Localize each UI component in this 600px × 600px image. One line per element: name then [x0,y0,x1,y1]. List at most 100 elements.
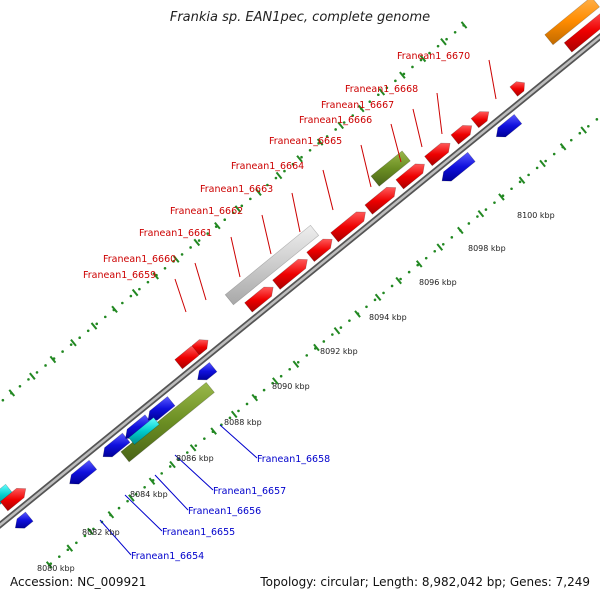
track-dot [168,465,172,468]
pseudogene-feature[interactable] [224,224,320,306]
reverse-gene-label[interactable]: Franean1_6654 [131,551,204,562]
tick-mark [128,494,135,502]
track-dot [390,284,394,288]
track-dot [527,173,530,177]
track-dot [57,555,61,558]
scale-labels: 8080 kbp 8082 kbp 8084 kbp 8086 kbp 8088 kbp… [37,211,555,573]
track-dot [399,277,402,281]
forward-gene-label[interactable]: Franean1_6668 [345,84,418,95]
track-dot [189,246,192,249]
forward-gene-label[interactable]: Franean1_6666 [299,115,372,126]
track-dot [274,176,278,180]
tick-mark [415,260,423,268]
forward-gene[interactable] [244,286,274,313]
tick-mark [152,272,159,280]
forward-leader-line [230,236,241,278]
forward-gene-label[interactable]: Franean1_6670 [397,51,470,62]
track-dot [441,242,445,246]
forward-gene-label[interactable]: Franean1_6660 [103,254,176,265]
trna-feature[interactable] [128,417,160,446]
forward-gene[interactable] [306,238,333,263]
forward-gene[interactable] [272,258,308,290]
gene-labels: Franean1_6659 Franean1_6660 Franean1_6661 F… [83,51,470,562]
tick-mark [234,205,242,213]
reverse-gene[interactable] [69,459,98,485]
forward-gene-label[interactable]: Franean1_6667 [321,100,394,111]
forward-gene[interactable] [509,81,525,97]
forward-gene-label[interactable]: Franean1_6663 [200,184,273,195]
reverse-gene-label[interactable]: Franean1_6657 [213,486,286,497]
track-dot [453,30,457,34]
rrna-feature[interactable] [120,381,215,463]
track-dot [296,361,300,364]
track-dot [484,208,488,211]
forward-gene[interactable] [424,142,451,167]
track-dot [578,131,582,135]
track-dot [143,485,146,489]
track-dot [27,378,30,381]
track-dot [121,301,124,305]
forward-gene[interactable] [330,211,366,243]
track-dot [305,354,309,357]
forward-gene-label[interactable]: Franean1_6664 [231,161,304,172]
track-dot [126,499,129,503]
forward-gene-label[interactable]: Franean1_6659 [83,270,156,281]
forward-gene-label[interactable]: Franean1_6662 [170,206,243,217]
reverse-gene[interactable] [102,432,131,458]
reverse-gene[interactable] [14,511,34,529]
track-dot [436,44,440,48]
topology-text: Topology: circular; Length: 8,982,042 bp… [260,575,590,589]
tick-mark [333,327,341,335]
track-dot [49,562,53,565]
tick-mark [172,255,180,263]
tick-mark [354,310,361,318]
forward-gene[interactable] [470,111,490,129]
forward-ticks [8,21,468,397]
track-dot [279,374,283,378]
tick-mark [148,477,156,486]
track-dot [146,280,150,284]
tick-mark [313,343,320,352]
tick-mark [559,143,567,151]
reverse-gene[interactable] [197,361,218,381]
tick-mark [395,276,402,285]
forward-gene[interactable] [395,163,425,190]
reverse-gene[interactable] [495,113,523,138]
forward-leader-line [174,278,187,313]
track-dot [348,319,351,322]
reverse-gene[interactable] [147,396,176,421]
forward-gene[interactable] [364,186,397,215]
forward-gene[interactable] [191,339,209,356]
track-dot [322,340,326,343]
track-dot [365,305,368,309]
forward-gene[interactable] [563,9,600,53]
forward-gene[interactable] [450,125,473,145]
track-dot [69,343,73,346]
forward-gene-label[interactable]: Franean1_6665 [269,136,342,147]
reverse-gene-label[interactable]: Franean1_6656 [188,506,261,517]
tick-mark [107,510,115,519]
track-dot [228,416,232,420]
scale-ticks [8,21,587,569]
tick-mark [275,171,283,180]
forward-gene-label[interactable]: Franean1_6661 [139,228,212,239]
track-dot [283,169,286,173]
track-dot [402,72,406,76]
forward-gene[interactable] [0,487,27,512]
reverse-gene[interactable] [441,151,476,182]
reverse-gene-label[interactable]: Franean1_6655 [162,527,235,538]
track-dot [493,201,496,204]
track-dot [160,472,163,475]
forward-leader-line [291,192,301,233]
track-dot [334,128,337,131]
track-dot [382,291,385,295]
scale-label: 8082 kbp [82,528,120,537]
track-dot [394,79,397,83]
track-dot [544,159,547,163]
reverse-gene-label[interactable]: Franean1_6658 [257,454,330,465]
track-dot [92,527,95,531]
track-dot [385,86,389,90]
track-dot [203,437,206,440]
track-dot [342,121,346,124]
